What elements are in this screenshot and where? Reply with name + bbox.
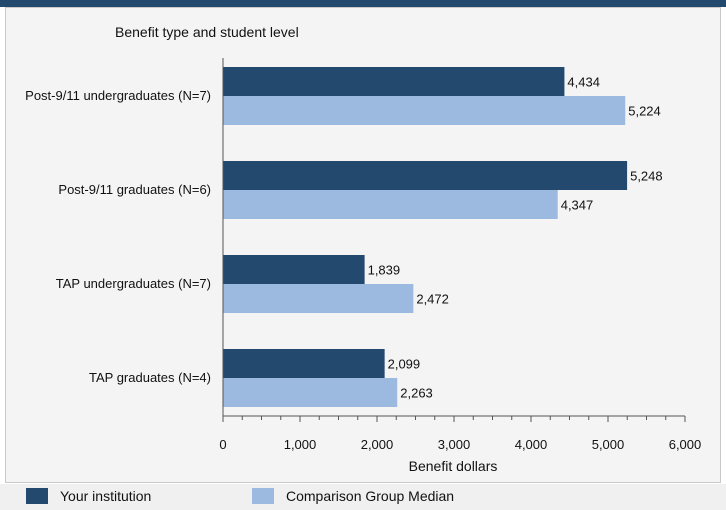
bar-comparison-median (223, 284, 414, 313)
x-tick-label: 3,000 (438, 437, 471, 452)
bar-comparison-median (223, 190, 558, 219)
data-label: 2,263 (400, 386, 433, 401)
data-label: 4,434 (567, 75, 600, 90)
data-label: 5,224 (628, 104, 661, 119)
data-label: 5,248 (630, 169, 663, 184)
legend-label: Your institution (60, 488, 152, 504)
x-tick-label: 5,000 (592, 437, 625, 452)
x-tick-label: 0 (219, 437, 226, 452)
category-label: Post-9/11 undergraduates (N=7) (25, 88, 211, 103)
bar-your-institution (223, 349, 385, 378)
x-axis-label: Benefit dollars (409, 458, 498, 474)
legend-label: Comparison Group Median (286, 488, 455, 504)
data-label: 4,347 (561, 198, 594, 213)
data-label: 2,472 (416, 292, 449, 307)
bar-comparison-median (223, 378, 398, 407)
x-tick-label: 2,000 (361, 437, 394, 452)
bar-your-institution (223, 161, 628, 190)
category-label: TAP graduates (N=4) (89, 370, 211, 385)
legend-item-your-institution: Your institution (26, 488, 151, 504)
bar-comparison-median (223, 96, 626, 125)
legend-item-comparison-group-median: Comparison Group Median (252, 488, 454, 504)
data-label: 1,839 (368, 263, 401, 278)
data-label: 2,099 (388, 357, 421, 372)
top-banner (0, 0, 726, 7)
chart-title: Benefit type and student level (115, 24, 299, 40)
x-tick-label: 6,000 (669, 437, 702, 452)
x-tick-label: 1,000 (284, 437, 317, 452)
legend-swatch (26, 488, 48, 504)
legend-swatch (252, 488, 274, 504)
category-label: TAP undergraduates (N=7) (56, 276, 211, 291)
category-label: Post-9/11 graduates (N=6) (58, 182, 211, 197)
bar-your-institution (223, 255, 365, 284)
legend: Your institution Comparison Group Median (0, 484, 726, 510)
bar-your-institution (223, 67, 565, 96)
x-tick-label: 4,000 (515, 437, 548, 452)
bar-chart: Benefit type and student level Post-9/11… (25, 24, 702, 474)
